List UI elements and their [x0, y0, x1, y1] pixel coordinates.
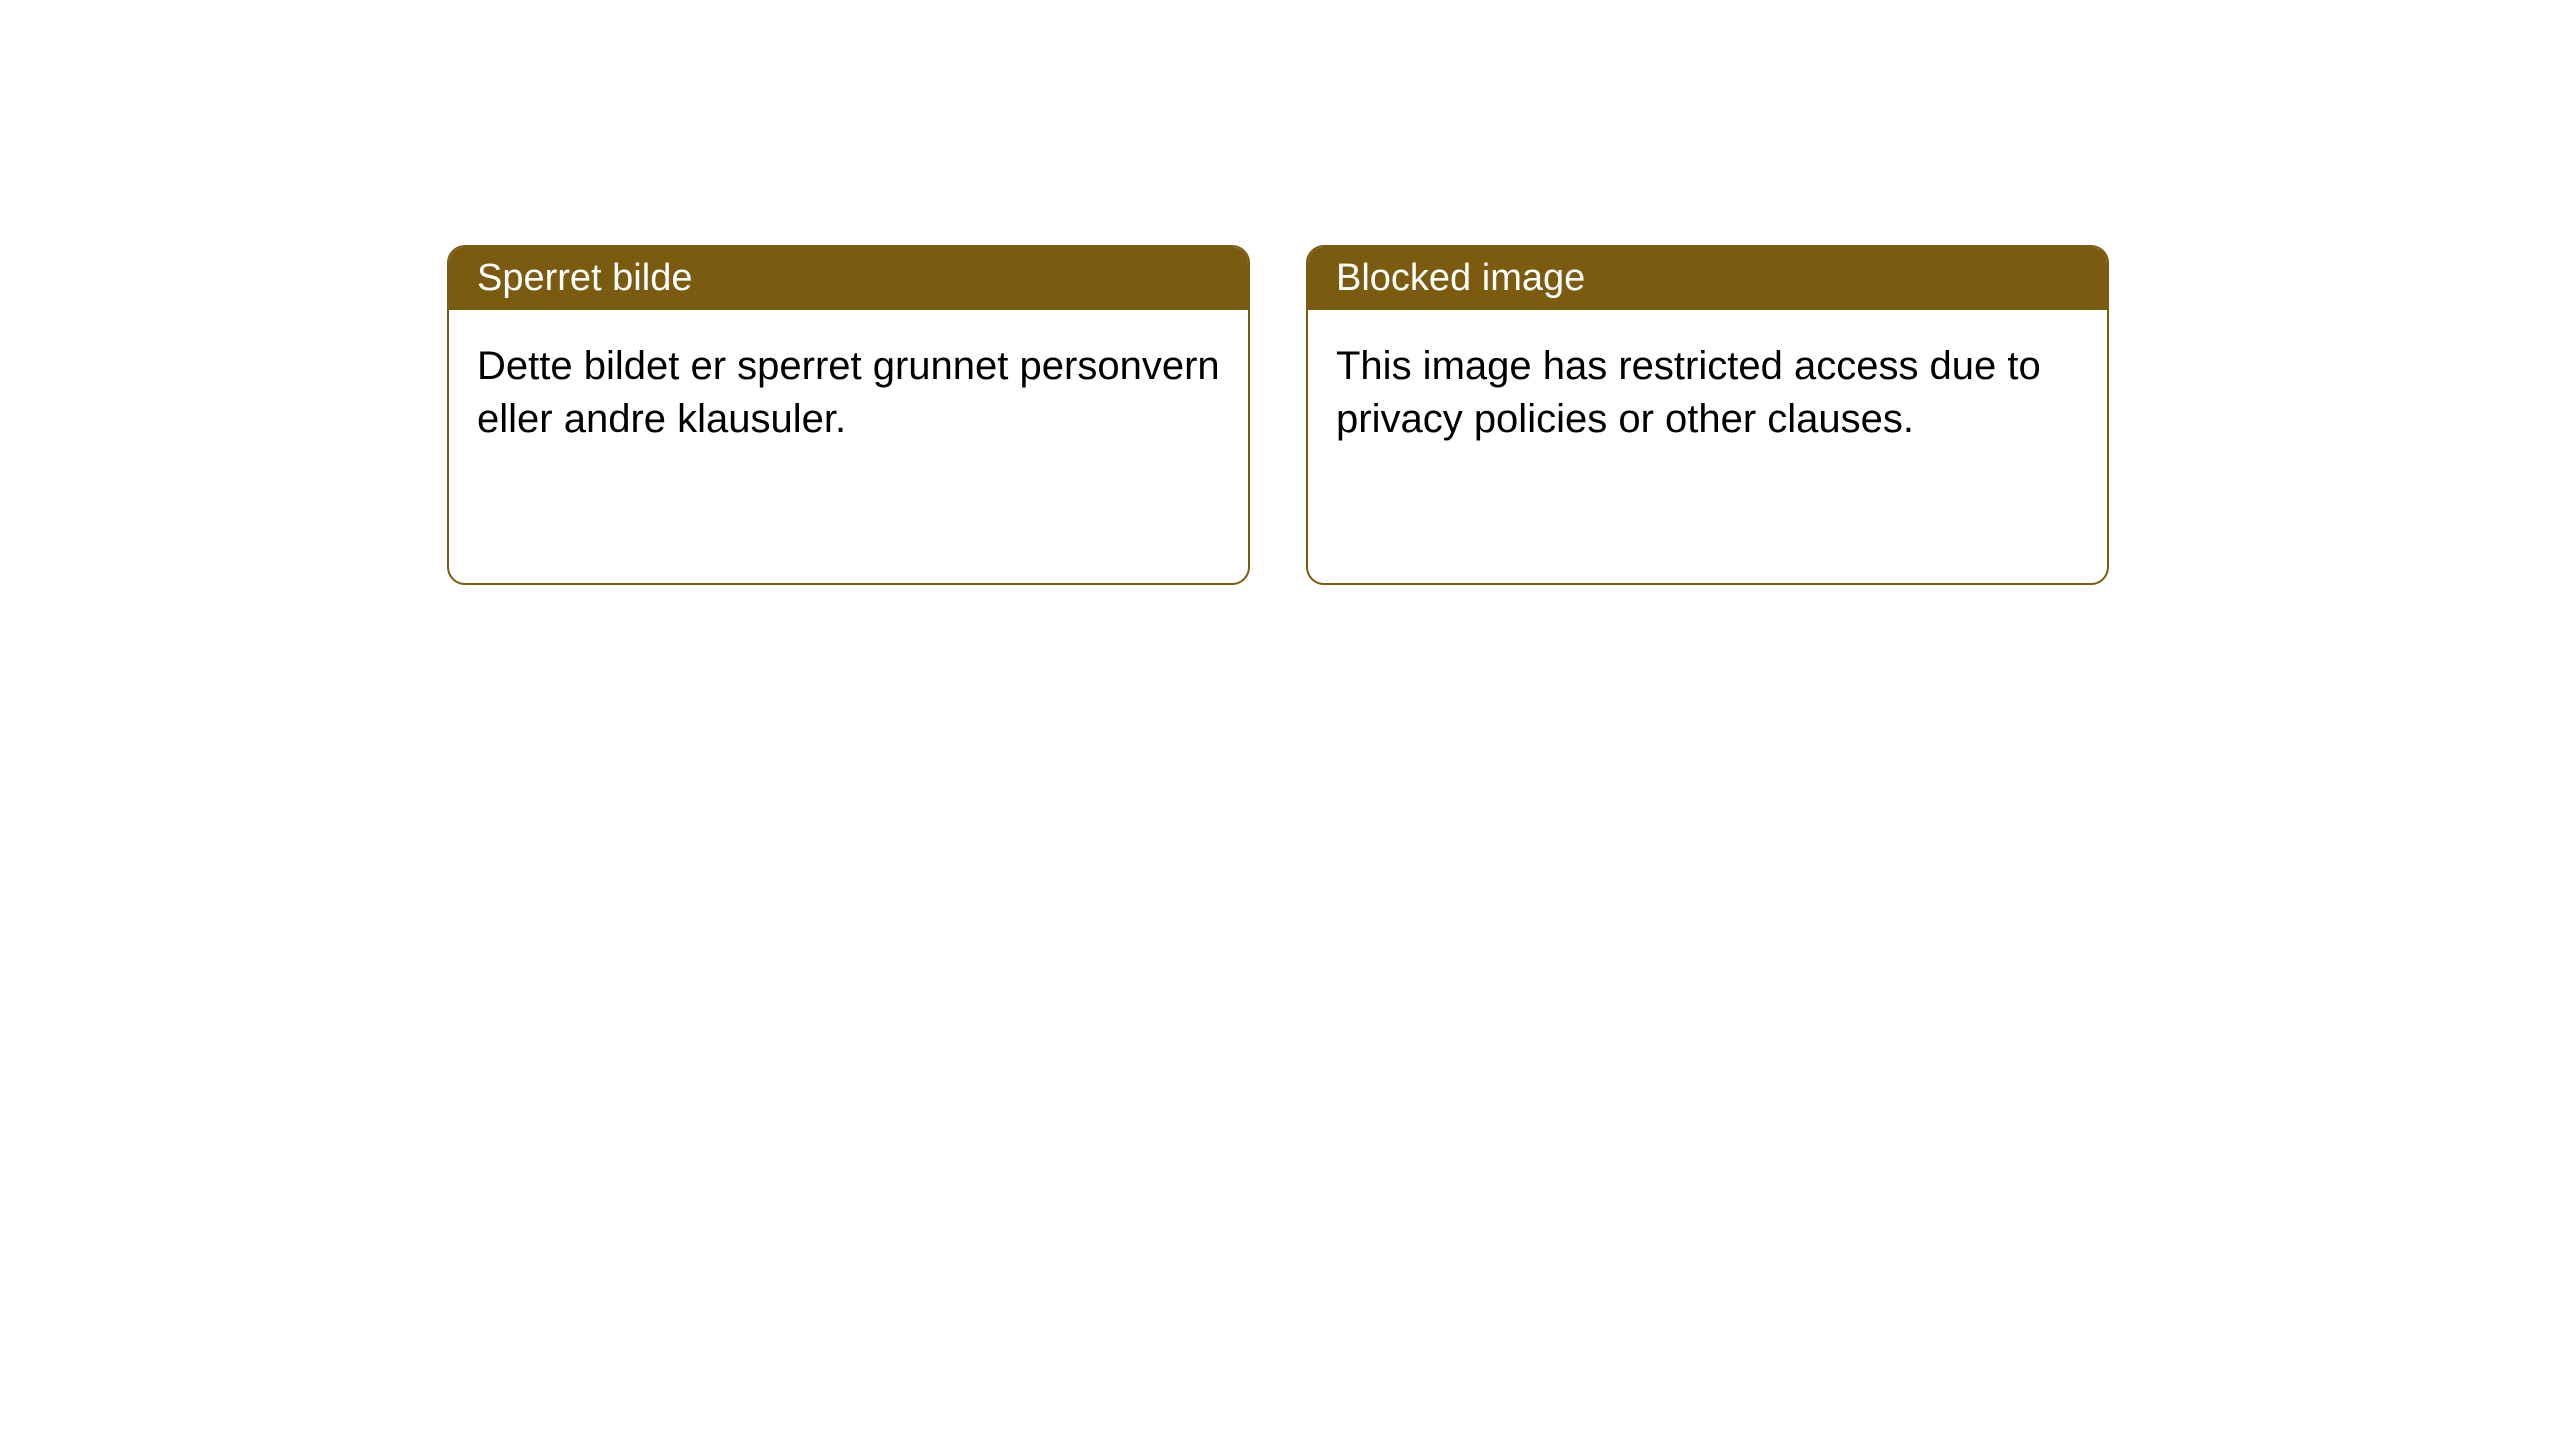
notice-body: This image has restricted access due to … — [1308, 310, 2107, 476]
notice-body: Dette bildet er sperret grunnet personve… — [449, 310, 1248, 476]
notice-title: Blocked image — [1308, 247, 2107, 310]
notice-title: Sperret bilde — [449, 247, 1248, 310]
notice-container: Sperret bilde Dette bildet er sperret gr… — [0, 0, 2560, 585]
notice-card-english: Blocked image This image has restricted … — [1306, 245, 2109, 585]
notice-card-norwegian: Sperret bilde Dette bildet er sperret gr… — [447, 245, 1250, 585]
